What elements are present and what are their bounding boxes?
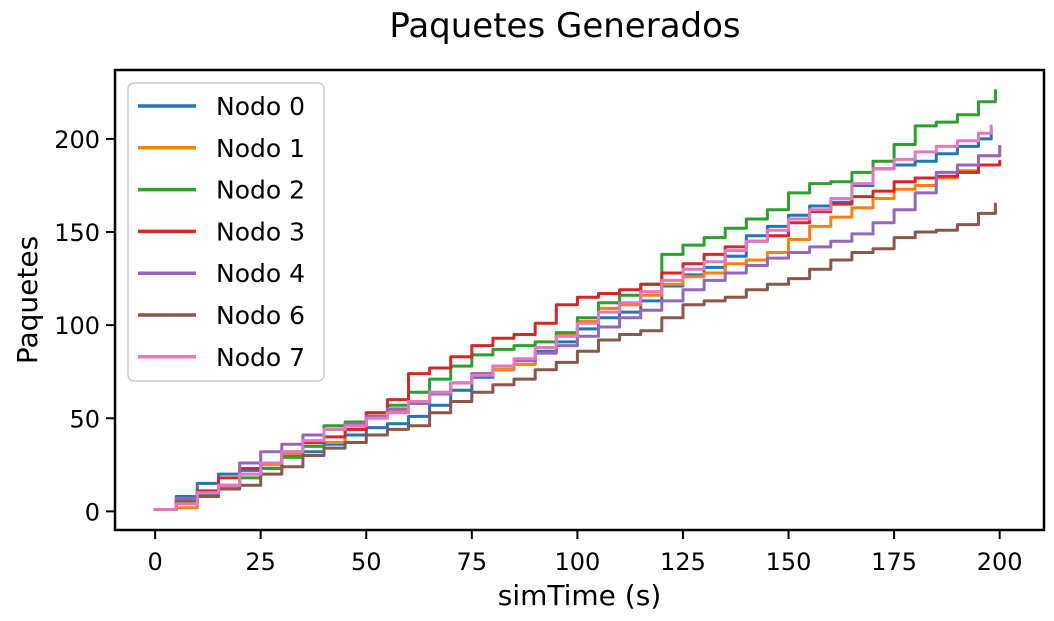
y-tick-label: 150 bbox=[54, 219, 100, 247]
y-axis-label: Paquetes bbox=[11, 236, 44, 364]
x-axis: 0 25 50 75 100 125 150 175 200 bbox=[147, 530, 1023, 576]
y-tick-label: 0 bbox=[85, 498, 100, 526]
x-tick-label: 175 bbox=[871, 548, 917, 576]
legend-label: Nodo 0 bbox=[216, 92, 305, 121]
x-tick-label: 75 bbox=[457, 548, 488, 576]
series-layer bbox=[153, 89, 1002, 511]
legend-box bbox=[127, 82, 325, 382]
x-tick-label: 50 bbox=[351, 548, 382, 576]
y-tick-label: 200 bbox=[54, 126, 100, 154]
legend-label: Nodo 7 bbox=[216, 343, 305, 372]
series-line-nodo-2 bbox=[153, 89, 997, 511]
y-tick-label: 100 bbox=[54, 312, 100, 340]
legend: Nodo 0 Nodo 1 Nodo 2 Nodo 3 Nodo 4 Nodo 6 Nodo… bbox=[127, 82, 325, 382]
series-line-nodo-6 bbox=[153, 202, 997, 511]
x-tick-label: 0 bbox=[147, 548, 162, 576]
x-tick-label: 200 bbox=[977, 548, 1023, 576]
legend-label: Nodo 1 bbox=[216, 134, 305, 163]
legend-label: Nodo 2 bbox=[216, 176, 305, 205]
y-tick-label: 50 bbox=[69, 405, 100, 433]
x-tick-label: 25 bbox=[245, 548, 276, 576]
x-tick-label: 100 bbox=[554, 548, 600, 576]
chart-title: Paquetes Generados bbox=[389, 6, 740, 46]
y-axis: 0 50 100 150 200 bbox=[54, 126, 115, 526]
legend-label: Nodo 6 bbox=[216, 301, 305, 330]
x-tick-label: 150 bbox=[766, 548, 812, 576]
legend-label: Nodo 4 bbox=[216, 259, 305, 288]
x-tick-label: 125 bbox=[660, 548, 706, 576]
plot-frame bbox=[113, 68, 1046, 532]
legend-label: Nodo 3 bbox=[216, 217, 305, 246]
x-axis-label: simTime (s) bbox=[498, 579, 662, 612]
series-line-nodo-7 bbox=[153, 124, 993, 511]
